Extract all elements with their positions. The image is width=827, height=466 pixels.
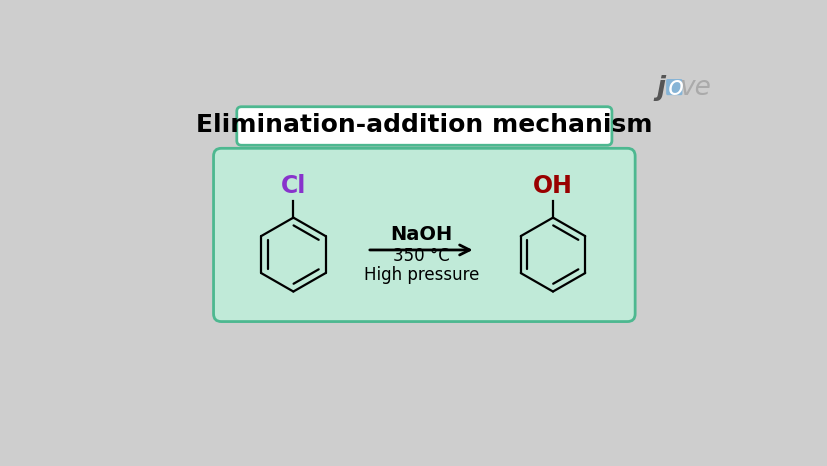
Text: o: o [667,75,683,101]
FancyBboxPatch shape [213,148,634,322]
Text: NaOH: NaOH [390,225,452,244]
Text: ve: ve [678,75,710,101]
FancyBboxPatch shape [666,79,681,95]
FancyBboxPatch shape [237,107,611,145]
Text: Cl: Cl [280,174,306,199]
Text: j: j [656,75,665,101]
Text: OH: OH [533,174,572,199]
Text: High pressure: High pressure [363,266,478,284]
Text: Elimination-addition mechanism: Elimination-addition mechanism [196,113,652,137]
Text: 350 °C: 350 °C [392,247,449,265]
